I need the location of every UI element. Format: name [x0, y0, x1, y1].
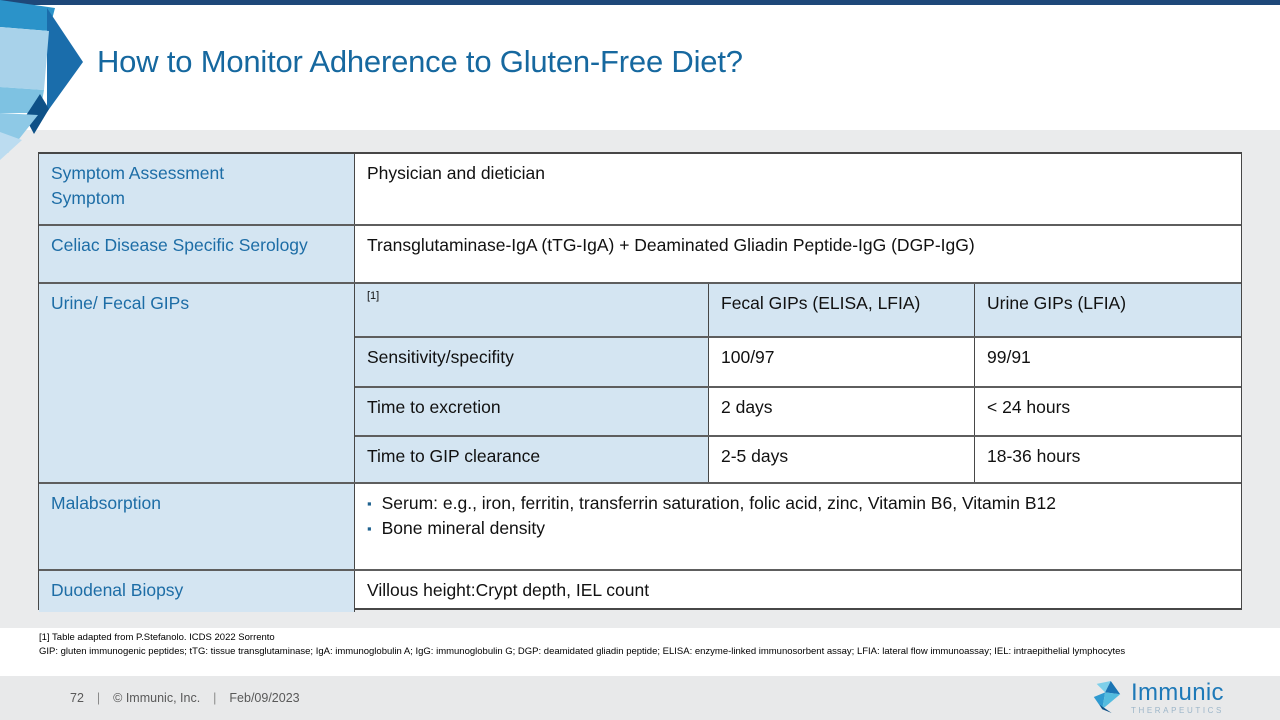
slide-corner-crystal-logo — [0, 0, 83, 160]
row-label-malabsorption: Malabsorption — [39, 484, 355, 569]
gips-row-sensitivity: Sensitivity/specifity 100/97 99/91 — [355, 336, 1241, 386]
gips-header-ref-cell: [1] — [355, 284, 709, 337]
immunic-logo-text: Immunic THERAPEUTICS — [1131, 681, 1224, 715]
footer-separator: | — [213, 691, 217, 705]
footer-bar: 72 | © Immunic, Inc. | Feb/09/2023 — [0, 676, 1280, 720]
gips-header-fecal: Fecal GIPs (ELISA, LFIA) — [709, 284, 975, 337]
row-value-serology: Transglutaminase-IgA (tTG-IgA) + Deamina… — [367, 235, 975, 255]
row-label-symptom: Symptom Assessment Symptom — [39, 154, 355, 224]
footnotes: [1] Table adapted from P.Stefanolo. ICDS… — [39, 631, 1125, 659]
copyright-text: © Immunic, Inc. — [113, 691, 201, 705]
footnote-line-1: [1] Table adapted from P.Stefanolo. ICDS… — [39, 632, 275, 643]
monitoring-methods-table: Symptom Assessment Symptom Physician and… — [38, 152, 1242, 612]
malabsorption-bullet-2-text: Bone mineral density — [381, 518, 546, 539]
page-title: How to Monitor Adherence to Gluten-Free … — [97, 44, 743, 79]
row-label-biopsy: Duodenal Biopsy — [39, 571, 355, 612]
gips-clearance-label: Time to GIP clearance — [355, 437, 709, 482]
immunic-diamond-icon — [1093, 681, 1121, 714]
gips-excretion-fecal: 2 days — [709, 387, 975, 436]
gips-header-row: [1] Fecal GIPs (ELISA, LFIA) Urine GIPs … — [355, 284, 1241, 337]
table-row-serology: Celiac Disease Specific Serology Transgl… — [39, 224, 1241, 282]
row-value-malabsorption: ▪ Serum: e.g., iron, ferritin, transferr… — [355, 484, 1241, 569]
gips-excretion-label: Time to excretion — [355, 387, 709, 436]
gips-row-clearance: Time to GIP clearance 2-5 days 18-36 hou… — [355, 435, 1241, 482]
table-row-symptom: Symptom Assessment Symptom Physician and… — [39, 154, 1241, 224]
immunic-logo: Immunic THERAPEUTICS — [1091, 678, 1224, 718]
brand-name: Immunic — [1131, 679, 1224, 706]
table-row-biopsy: Duodenal Biopsy Villous height:Crypt dep… — [39, 569, 1241, 612]
footer-text: 72 | © Immunic, Inc. | Feb/09/2023 — [70, 676, 300, 720]
table-row-malabsorption: Malabsorption ▪ Serum: e.g., iron, ferri… — [39, 482, 1241, 569]
footnote-line-2: GIP: gluten immunogenic peptides; tTG: t… — [39, 646, 1126, 657]
footnote-ref-marker: [1] — [367, 290, 380, 302]
gips-sensitivity-urine: 99/91 — [987, 347, 1031, 368]
top-accent-bar — [0, 0, 1280, 5]
row-label-serology: Celiac Disease Specific Serology — [39, 226, 355, 282]
brand-tagline: THERAPEUTICS — [1131, 706, 1224, 715]
footer-separator: | — [96, 691, 101, 705]
gips-clearance-fecal: 2-5 days — [709, 437, 975, 482]
malabsorption-bullet-1-text: Serum: e.g., iron, ferritin, transferrin… — [381, 493, 1056, 513]
footer-date: Feb/09/2023 — [229, 691, 300, 705]
malabsorption-bullet-2: ▪ Bone mineral density — [367, 516, 1229, 541]
page-number: 72 — [70, 691, 84, 705]
gips-header-urine: Urine GIPs (LFIA) — [975, 284, 1241, 337]
gips-excretion-urine: < 24 hours — [987, 396, 1071, 417]
row-value-symptom: Physician and dietician — [367, 163, 546, 183]
gips-clearance-urine: 18-36 hours — [987, 446, 1081, 467]
gips-sensitivity-label: Sensitivity/specifity — [355, 338, 709, 386]
square-bullet-icon: ▪ — [367, 521, 372, 537]
row-label-symptom-line2: Symptom — [51, 188, 125, 209]
gips-sensitivity-fecal: 100/97 — [709, 338, 975, 386]
square-bullet-icon: ▪ — [367, 496, 372, 511]
table-row-gips: Urine/ Fecal GIPs [1] Fecal GIPs (ELISA,… — [39, 282, 1241, 482]
row-label-gips: Urine/ Fecal GIPs — [39, 284, 355, 482]
row-value-biopsy: Villous height:Crypt depth, IEL count — [367, 580, 650, 600]
row-label-symptom-line1: Symptom Assessment — [51, 163, 225, 183]
gips-row-excretion: Time to excretion 2 days < 24 hours — [355, 385, 1241, 436]
malabsorption-bullet-1: ▪ Serum: e.g., iron, ferritin, transferr… — [367, 491, 1229, 516]
gips-nested-table: [1] Fecal GIPs (ELISA, LFIA) Urine GIPs … — [355, 284, 1241, 482]
